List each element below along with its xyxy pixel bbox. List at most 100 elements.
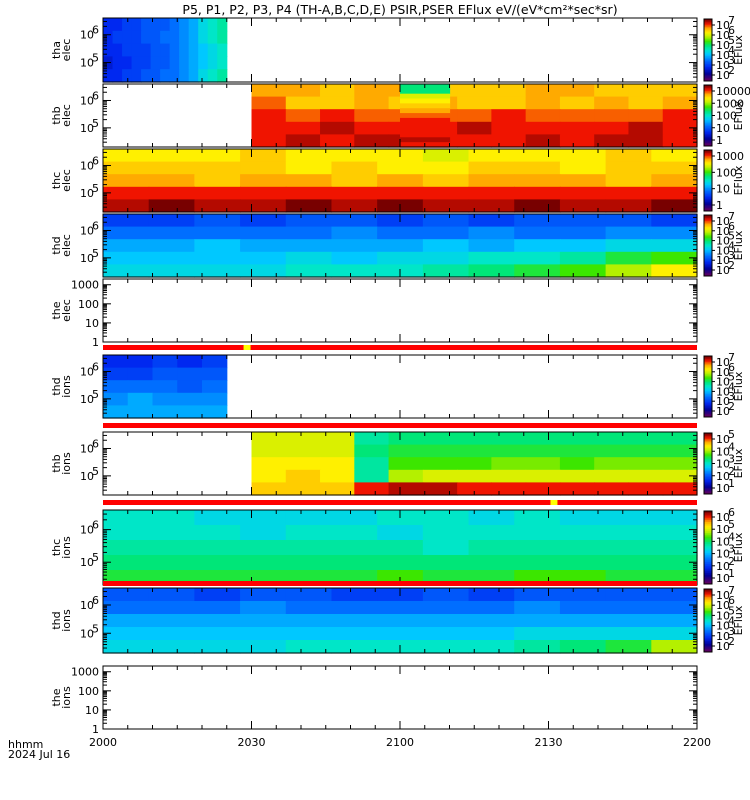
heatmap-cell <box>194 540 241 556</box>
thd-ions-cells <box>103 588 698 654</box>
heatmap-cell <box>240 161 287 175</box>
colorbar-tick-exponent: 3 <box>728 453 735 466</box>
heatmap-cell <box>217 43 228 57</box>
heatmap-cell <box>251 469 287 483</box>
heatmap-cell <box>194 601 241 615</box>
heatmap-cell <box>331 588 378 602</box>
heatmap-cell <box>422 540 470 556</box>
colorbar-swatch <box>704 543 712 547</box>
y-tick-label: 10 <box>80 159 94 172</box>
colorbar-swatch <box>704 175 712 178</box>
heatmap-cell <box>331 149 378 163</box>
heatmap-cell <box>240 226 287 240</box>
colorbar-tick-exponent: 7 <box>728 584 735 597</box>
colorbar-swatch <box>704 272 712 275</box>
heatmap-cell <box>662 109 698 123</box>
heatmap-cell <box>285 96 321 110</box>
colorbar-tick-label: 10 <box>716 366 730 379</box>
heatmap-cell <box>207 56 218 70</box>
heatmap-cell <box>217 18 228 32</box>
colorbar-swatch <box>704 40 712 43</box>
colorbar-label: EFlux <box>732 371 745 401</box>
time-tick-label: 2130 <box>535 736 563 749</box>
colorbar-swatch <box>704 242 712 245</box>
heatmap-cell <box>285 510 333 526</box>
colorbar-swatch <box>704 623 712 626</box>
y-axis-label: elec <box>60 39 73 62</box>
colorbar-swatch <box>704 124 712 127</box>
colorbar-swatch <box>704 120 712 123</box>
colorbar-swatch <box>704 70 712 73</box>
y-tick-exponent: 6 <box>92 154 99 167</box>
heatmap-cell <box>559 84 595 98</box>
y-tick-label: 100 <box>78 685 99 698</box>
heatmap-cell <box>194 161 241 175</box>
colorbar-swatch <box>704 460 712 463</box>
colorbar-swatch <box>704 71 712 74</box>
the-ions-ticks <box>102 665 698 730</box>
thb-ions-flag-bar <box>103 500 697 505</box>
colorbar-swatch <box>704 628 712 631</box>
colorbar-tick-exponent: 6 <box>728 506 735 519</box>
heatmap-cell <box>112 43 123 57</box>
heatmap-cell <box>594 444 630 458</box>
heatmap-cell <box>285 482 321 496</box>
colorbar-swatch <box>704 23 712 26</box>
colorbar-swatch <box>704 532 712 536</box>
heatmap-cell <box>240 588 287 602</box>
thd-elec-ticks <box>102 17 698 83</box>
panels: 106105thaelec107106105104103102EFlux1061… <box>50 14 750 736</box>
heatmap-cell <box>285 251 333 265</box>
colorbar-swatch <box>704 612 712 615</box>
heatmap-cell <box>148 264 195 278</box>
colorbar-swatch <box>704 573 712 576</box>
heatmap-cell <box>400 137 451 143</box>
colorbar-swatch <box>704 457 712 460</box>
colorbar-swatch <box>704 171 712 174</box>
heatmap-cell <box>160 56 171 70</box>
heatmap-cell <box>240 186 287 200</box>
heatmap-cell <box>207 69 218 83</box>
heatmap-cell <box>112 30 123 45</box>
heatmap-cell <box>457 469 492 483</box>
heatmap-cell <box>285 588 333 602</box>
colorbar-swatch <box>704 144 712 147</box>
colorbar-tick-label: 10 <box>716 572 730 585</box>
heatmap-cell <box>103 161 150 175</box>
colorbar-swatch <box>704 410 712 413</box>
colorbar-swatch <box>704 177 712 180</box>
heatmap-cell <box>103 627 150 641</box>
heatmap-cell <box>331 555 378 571</box>
heatmap-cell <box>285 525 333 541</box>
heatmap-cell <box>377 627 424 641</box>
heatmap-cell <box>188 56 199 70</box>
heatmap-cell <box>320 84 355 98</box>
colorbar-swatch <box>704 359 712 362</box>
colorbar-swatch <box>704 397 712 400</box>
colorbar-swatch <box>704 534 712 538</box>
colorbar-label: EFlux <box>732 532 745 562</box>
colorbar-swatch <box>704 571 712 574</box>
heatmap-cell <box>605 251 652 265</box>
heatmap-cell <box>103 355 129 369</box>
colorbar-swatch <box>704 593 712 596</box>
y-tick-exponent: 5 <box>92 247 99 260</box>
colorbar-swatch <box>704 104 712 107</box>
heatmap-cell <box>103 239 150 253</box>
colorbar-swatch <box>704 268 712 271</box>
heatmap-cell <box>662 432 698 446</box>
heatmap-cell <box>559 555 607 571</box>
heatmap-cell <box>422 457 458 471</box>
colorbar-swatch <box>704 54 712 57</box>
colorbar-tick-exponent: 7 <box>728 14 735 27</box>
colorbar-swatch <box>704 487 712 490</box>
heatmap-cell <box>422 161 470 175</box>
colorbar-swatch <box>704 536 712 539</box>
y-tick-label: 10 <box>80 252 94 265</box>
heatmap-cell <box>388 444 424 458</box>
heatmap-cell <box>179 18 190 32</box>
heatmap-cell <box>559 264 607 278</box>
colorbar-swatch <box>704 151 712 154</box>
heatmap-cell <box>651 264 698 278</box>
